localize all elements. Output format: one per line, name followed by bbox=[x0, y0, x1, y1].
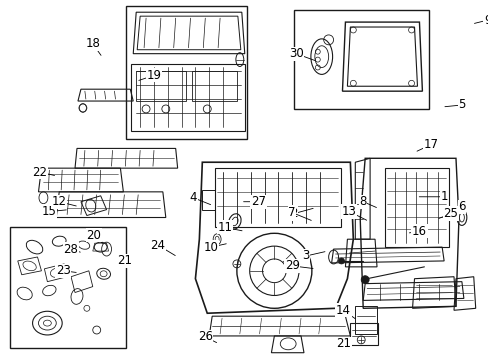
Bar bbox=[136, 71, 185, 101]
Text: 10: 10 bbox=[203, 240, 218, 253]
Bar bbox=[192, 71, 236, 101]
Text: 28: 28 bbox=[63, 243, 79, 256]
Circle shape bbox=[361, 276, 368, 284]
Text: 17: 17 bbox=[423, 138, 438, 151]
Text: 8: 8 bbox=[359, 195, 366, 208]
Text: 27: 27 bbox=[250, 195, 265, 208]
Text: 3: 3 bbox=[302, 249, 309, 262]
Text: 9: 9 bbox=[483, 14, 488, 27]
Text: 21: 21 bbox=[335, 337, 350, 350]
Text: 4: 4 bbox=[189, 191, 197, 204]
Text: 2: 2 bbox=[290, 207, 297, 220]
Text: 14: 14 bbox=[335, 304, 350, 317]
Bar bbox=[126, 6, 246, 139]
Text: 19: 19 bbox=[146, 69, 161, 82]
Text: 30: 30 bbox=[288, 47, 303, 60]
Text: 12: 12 bbox=[52, 195, 66, 208]
Text: 5: 5 bbox=[457, 99, 465, 112]
Text: 18: 18 bbox=[85, 37, 100, 50]
Bar bbox=[355, 306, 376, 334]
Text: 25: 25 bbox=[443, 207, 458, 220]
Text: 23: 23 bbox=[56, 264, 70, 277]
Bar bbox=[350, 323, 377, 345]
Text: 15: 15 bbox=[42, 205, 57, 218]
Text: 26: 26 bbox=[197, 330, 212, 343]
Bar bbox=[293, 10, 428, 109]
Bar bbox=[384, 168, 448, 247]
Text: 1: 1 bbox=[440, 190, 447, 203]
Text: 6: 6 bbox=[457, 200, 465, 213]
Text: 7: 7 bbox=[288, 206, 295, 219]
Bar bbox=[10, 228, 126, 348]
Text: 22: 22 bbox=[32, 166, 47, 179]
Text: 11: 11 bbox=[217, 221, 232, 234]
Text: 20: 20 bbox=[86, 229, 101, 242]
Text: 16: 16 bbox=[411, 225, 426, 238]
Text: 13: 13 bbox=[341, 205, 356, 218]
Text: 24: 24 bbox=[150, 239, 165, 252]
Bar bbox=[215, 168, 341, 228]
Circle shape bbox=[338, 258, 344, 264]
Text: 21: 21 bbox=[117, 255, 132, 267]
Text: 29: 29 bbox=[284, 259, 299, 273]
